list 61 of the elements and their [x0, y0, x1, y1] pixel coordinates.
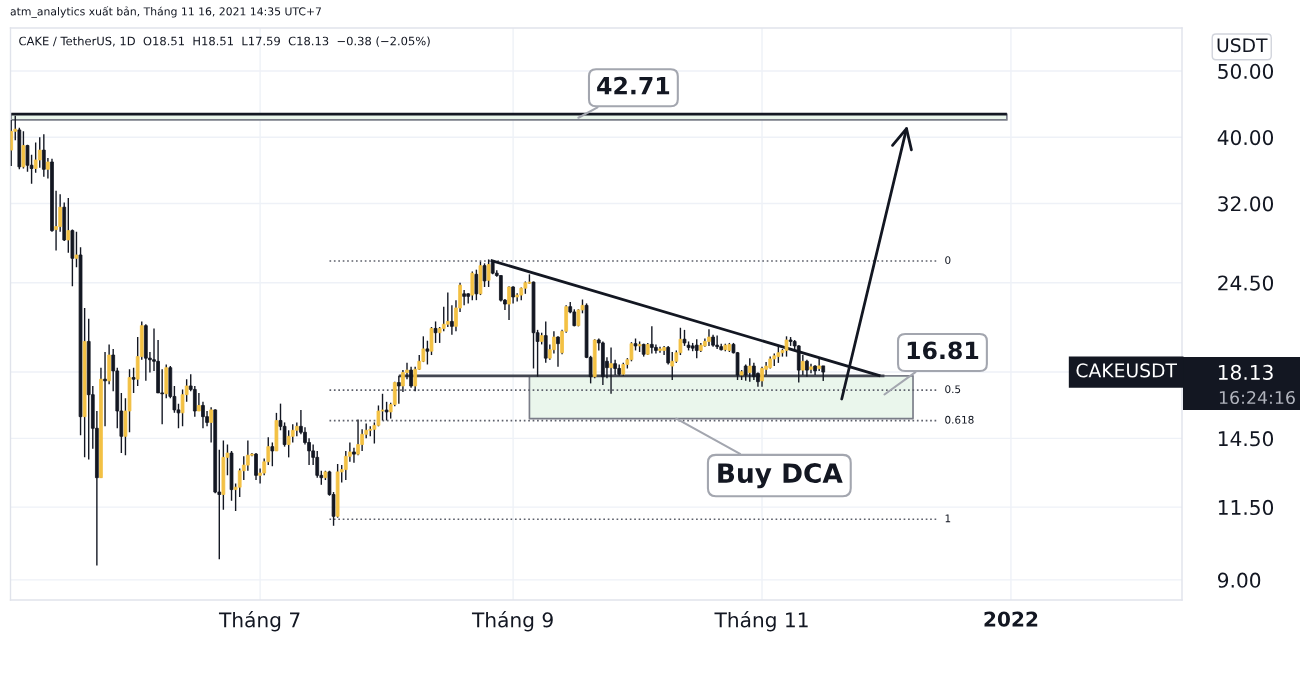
text: 16:24:16	[1219, 390, 1295, 405]
candlestick	[760, 366, 764, 388]
candlestick	[33, 141, 38, 174]
y-tick-label: 24.50	[1218, 275, 1274, 291]
y-tick-label: 32.00	[1218, 196, 1274, 212]
candlestick	[784, 335, 789, 358]
candlestick	[462, 289, 466, 307]
annotation: Buy DCA	[718, 463, 843, 489]
candlestick	[37, 136, 42, 169]
candlestick	[270, 441, 275, 467]
candlestick	[425, 340, 430, 366]
y-tick-label: 40.00	[1217, 129, 1274, 146]
candlestick	[650, 325, 654, 355]
y-tick-label: 14.50	[1218, 431, 1274, 447]
candlestick	[556, 335, 560, 368]
candlestick	[131, 366, 136, 394]
candlestick	[507, 285, 511, 321]
candlestick	[543, 320, 548, 364]
series-label: 0.618	[945, 415, 974, 424]
candlestick	[41, 133, 46, 178]
candlestick	[290, 423, 295, 444]
candlestick	[445, 291, 450, 328]
candlestick	[433, 320, 438, 344]
candlestick	[707, 328, 711, 347]
candlestick	[715, 334, 719, 350]
candlestick	[670, 351, 675, 381]
candlestick	[384, 401, 389, 422]
candlestick	[409, 366, 413, 389]
y-axis-title: USDT	[1217, 38, 1268, 53]
series-label: 1	[945, 514, 951, 523]
candlestick	[470, 270, 475, 301]
series-label: 0	[945, 256, 951, 265]
y-tick-label: 9.00	[1217, 572, 1261, 588]
annotation: 42.71	[597, 76, 670, 95]
candlestick	[294, 421, 299, 438]
y-tick-label: 50.00	[1218, 63, 1274, 79]
annotation: CAKEUSDT	[1076, 363, 1178, 378]
candlestick	[254, 452, 258, 481]
candlestick	[817, 356, 822, 372]
text: CAKE / TetherUS, 1D O18.51 H18.51 L17.59 C18.13 −0.38 (−2.05%)	[19, 36, 430, 47]
x-tick-label: Tháng 9	[471, 611, 553, 632]
candlestick	[21, 130, 26, 170]
x-tick-label: Tháng 11	[714, 611, 808, 632]
y-tick-label: 11.50	[1218, 499, 1274, 516]
candlestick	[609, 346, 613, 395]
candlestick	[397, 375, 401, 405]
candlestick	[246, 439, 250, 472]
series-label: 0.5	[945, 385, 961, 394]
chart-title: atm_analytics xuất bản, Tháng 11 16, 2021 14:35 UTC+7	[10, 6, 321, 18]
x-tick-label: 2022	[984, 611, 1038, 627]
annotation: 16.81	[907, 341, 979, 360]
candlestick	[103, 351, 107, 428]
y-tick-label: 18.13	[1218, 364, 1273, 380]
candlestick	[192, 385, 197, 418]
candlestick	[474, 268, 479, 301]
candlestick	[352, 447, 356, 464]
candlestick	[380, 393, 385, 422]
candlestick	[201, 401, 205, 429]
candlestick	[694, 338, 699, 359]
x-tick-label: Tháng 7	[218, 611, 300, 632]
candlestick	[482, 262, 487, 288]
